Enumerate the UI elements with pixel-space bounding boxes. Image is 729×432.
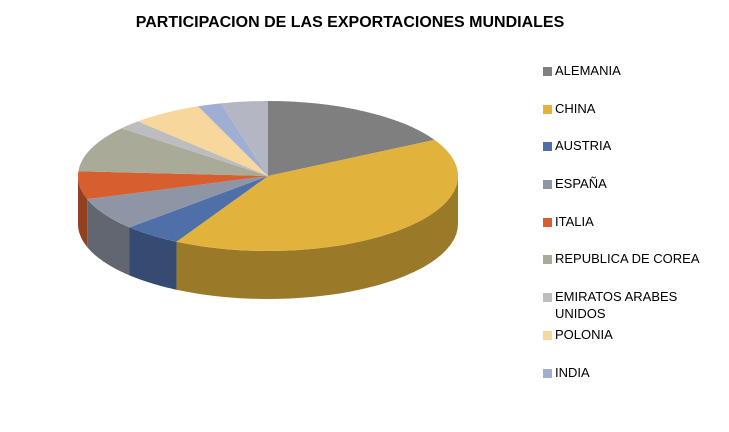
pie-slice — [78, 128, 268, 176]
legend-swatch — [543, 67, 552, 76]
legend-swatch — [543, 255, 552, 265]
pie-slice — [129, 176, 268, 242]
legend-item: EMIRATOS ARABES UNIDOS — [540, 288, 700, 326]
legend-item: ITALIA — [540, 213, 700, 251]
pie-side — [87, 199, 130, 276]
pie-slice — [198, 103, 268, 176]
legend-swatch — [543, 217, 552, 227]
pie-slice — [268, 101, 435, 176]
legend-item: CHINA — [540, 100, 700, 138]
legend-label: ITALIA — [555, 213, 594, 229]
legend-swatch — [543, 180, 552, 190]
legend-item: REPUBLICA DE COREA — [540, 250, 700, 288]
legend-swatch — [543, 142, 552, 152]
legend-swatch — [543, 330, 552, 340]
legend-item: AUSTRIA — [540, 137, 700, 175]
pie-slice — [137, 106, 268, 176]
pie-slice — [176, 139, 459, 252]
pie-sides — [78, 176, 458, 299]
legend-swatch — [543, 368, 552, 378]
legend-label: INDIA — [555, 364, 590, 380]
legend-label: AUSTRIA — [555, 138, 612, 154]
pie-side — [176, 176, 458, 299]
legend-item: ESPAÑA — [540, 175, 700, 213]
legend-swatch — [543, 104, 552, 114]
legend-label: POLONIA — [555, 326, 613, 342]
pie-slice — [220, 101, 268, 176]
legend-item: ALEMANIA — [540, 62, 700, 100]
pie-slice — [78, 171, 268, 200]
chart-title: PARTICIPACION DE LAS EXPORTACIONES MUNDI… — [135, 14, 565, 31]
legend-label: REPUBLICA DE COREA — [555, 251, 700, 267]
legend: ALEMANIA CHINA AUSTRIA ESPAÑA ITALIA REPUBLIC… — [540, 62, 700, 401]
legend-swatch — [543, 293, 552, 303]
legend-label: CHINA — [555, 100, 596, 116]
legend-item: INDIA — [540, 364, 700, 402]
pie-side — [129, 227, 177, 290]
legend-label: EMIRATOS ARABES UNIDOS — [555, 289, 678, 322]
legend-label: ESPAÑA — [555, 176, 607, 192]
pie-slice — [121, 121, 269, 176]
legend-item: POLONIA — [540, 326, 700, 364]
legend-label: ALEMANIA — [555, 63, 621, 78]
pie-slice — [87, 176, 269, 228]
pie-side — [78, 176, 88, 248]
